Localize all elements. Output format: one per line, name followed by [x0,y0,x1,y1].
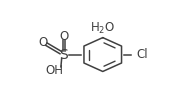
Text: O: O [59,30,69,43]
Text: O: O [38,36,48,49]
Text: Cl: Cl [137,48,148,61]
Text: S: S [60,48,68,62]
Text: H$_2$O: H$_2$O [90,21,115,36]
Text: OH: OH [46,64,64,77]
